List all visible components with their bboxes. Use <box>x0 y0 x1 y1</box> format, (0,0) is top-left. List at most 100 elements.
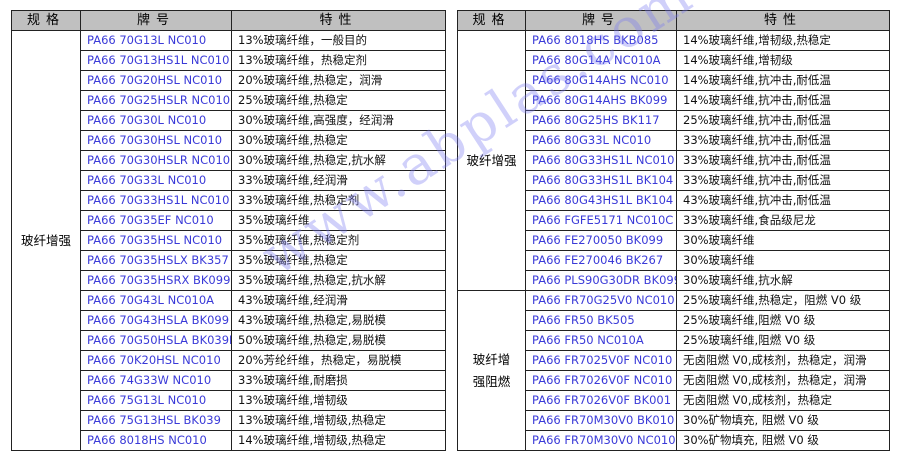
table-row: PA66 70G35EF NC010 35%玻璃纤维 <box>12 210 446 231</box>
table-row: PA66 70G30HSLR NC010 30%玻璃纤维,热稳定,抗水解 <box>12 150 446 171</box>
table-row: PA66 PLS90G30DR BK099 30%玻璃纤维,抗水解 <box>458 270 890 291</box>
table-row: PA66 70G35HSL NC010 35%玻璃纤维,热稳定剂 <box>12 230 446 251</box>
property-cell: 30%矿物填充, 阻燃 V0 级 <box>676 410 890 431</box>
grade-cell: PA66 FR7025V0F NC010 <box>525 350 677 371</box>
grade-cell: PA66 FR70M30V0 NC010 <box>525 430 677 451</box>
grade-cell: PA66 80G33L NC010 <box>525 130 677 151</box>
property-cell: 20%芳纶纤维，热稳定，易脱模 <box>231 350 446 371</box>
header-spec: 规格 <box>457 10 526 31</box>
grade-cell: PA66 FR50 NC010A <box>525 330 677 351</box>
header-row: 规格 牌号 特性 <box>11 10 446 31</box>
property-cell: 20%玻璃纤维,热稳定，润滑 <box>231 70 446 91</box>
property-cell: 14%玻璃纤维,增韧级 <box>676 50 890 71</box>
grade-cell: PA66 80G33HS1L NC010 <box>525 150 677 171</box>
property-cell: 30%玻璃纤维,抗水解 <box>676 270 890 291</box>
table-row: PA66 70G25HSLR NC010 25%玻璃纤维,热稳定 <box>12 90 446 111</box>
grade-cell: PA66 70G43HSLA BK099 <box>80 310 232 331</box>
grade-cell: PA66 70G35EF NC010 <box>80 210 232 231</box>
property-cell: 13%玻璃纤维，热稳定剂 <box>231 50 446 71</box>
table-row: PA66 80G33L NC010 33%玻璃纤维,抗冲击,耐低温 <box>458 130 890 151</box>
grade-cell: PA66 FR70G25V0 NC010 <box>525 290 677 311</box>
grade-cell: PA66 FR50 BK505 <box>525 310 677 331</box>
table-row: PA66 FGFE5171 NC010C 33%玻璃纤维,食品级尼龙 <box>458 210 890 231</box>
grade-cell: PA66 FR7026V0F BK001 <box>525 390 677 411</box>
table-row: 玻纤增强 PA66 8018HS BKB085 14%玻璃纤维,增韧级,热稳定 <box>457 30 890 291</box>
grade-cell: PA66 PLS90G30DR BK099 <box>525 270 677 291</box>
header-grade: 牌号 <box>80 10 232 31</box>
property-cell: 35%玻璃纤维 <box>231 210 446 231</box>
property-cell: 25%玻璃纤维,阻燃 V0 级 <box>676 330 890 351</box>
grade-cell: PA66 70G33HS1L NC010 <box>80 190 232 211</box>
property-cell: 25%玻璃纤维,热稳定 <box>231 90 446 111</box>
header-property: 特性 <box>231 10 446 31</box>
property-cell: 33%玻璃纤维,热稳定剂 <box>231 190 446 211</box>
property-cell: 35%玻璃纤维,热稳定剂 <box>231 230 446 251</box>
header-spec: 规格 <box>11 10 81 31</box>
table-row: PA66 8018HS NC010 14%玻璃纤维,增韧级,热稳定 <box>12 430 446 451</box>
property-cell: 35%玻璃纤维,热稳定 <box>231 250 446 271</box>
property-cell: 无卤阻燃 V0,成核剂，热稳定，润滑 <box>676 370 890 391</box>
table-row: 玻纤增强阻燃 PA66 FR70G25V0 NC010 25%玻璃纤维,热稳定，阻燃… <box>457 290 890 451</box>
grade-cell: PA66 70G30HSL NC010 <box>80 130 232 151</box>
table-row: PA66 FR7026V0F NC010 无卤阻燃 V0,成核剂，热稳定，润滑 <box>458 370 890 391</box>
grade-cell: PA66 70G50HSLA BK039B <box>80 330 232 351</box>
table-row: PA66 74G33W NC010 33%玻璃纤维,耐磨损 <box>12 370 446 391</box>
table-row: PA66 FE270050 BK099 30%玻璃纤维 <box>458 230 890 251</box>
table-row: PA66 80G14AHS BK099 14%玻璃纤维,抗冲击,耐低温 <box>458 90 890 111</box>
grade-cell: PA66 75G13HSL BK039 <box>80 410 232 431</box>
left-spec-table: 规格 牌号 特性 玻纤增强 PA66 70G13L NC010 13%玻璃纤维，一般… <box>11 10 446 451</box>
property-cell: 14%玻璃纤维,增韧级,热稳定 <box>676 30 890 51</box>
spec-group-cell: 玻纤增强 <box>457 30 526 291</box>
table-row: PA66 80G25HS BK117 25%玻璃纤维,抗冲击,耐低温 <box>458 110 890 131</box>
property-cell: 35%玻璃纤维,热稳定,抗水解 <box>231 270 446 291</box>
property-cell: 33%玻璃纤维,抗冲击,耐低温 <box>676 130 890 151</box>
table-row: PA66 70G35HSLX BK357 35%玻璃纤维,热稳定 <box>12 250 446 271</box>
grade-cell: PA66 70G30L NC010 <box>80 110 232 131</box>
property-cell: 33%玻璃纤维,经润滑 <box>231 170 446 191</box>
property-cell: 33%玻璃纤维,食品级尼龙 <box>676 210 890 231</box>
property-cell: 无卤阻燃 V0,成核剂，热稳定，润滑 <box>676 350 890 371</box>
property-cell: 13%玻璃纤维，一般目的 <box>231 30 446 51</box>
property-cell: 50%玻璃纤维,热稳定,易脱模 <box>231 330 446 351</box>
property-cell: 33%玻璃纤维,耐磨损 <box>231 370 446 391</box>
grade-cell: PA66 70G35HSRX BK099 <box>80 270 232 291</box>
property-cell: 14%玻璃纤维,增韧级,热稳定 <box>231 430 446 451</box>
grade-cell: PA66 80G33HS1L BK104 <box>525 170 677 191</box>
table-row: PA66 70G30HSL NC010 30%玻璃纤维,热稳定 <box>12 130 446 151</box>
table-row: PA66 70G43L NC010A 43%玻璃纤维,经润滑 <box>12 290 446 311</box>
property-cell: 43%玻璃纤维,热稳定,易脱模 <box>231 310 446 331</box>
property-cell: 13%玻璃纤维,增韧级 <box>231 390 446 411</box>
grade-cell: PA66 FR70M30V0 BK010 <box>525 410 677 431</box>
table-row: PA66 80G33HS1L BK104 33%玻璃纤维,抗冲击,耐低温 <box>458 170 890 191</box>
header-property: 特性 <box>676 10 890 31</box>
table-row: 玻纤增强 PA66 70G13L NC010 13%玻璃纤维，一般目的 <box>11 30 446 451</box>
grade-cell: PA66 70G33L NC010 <box>80 170 232 191</box>
grade-cell: PA66 80G14AHS NC010 <box>525 70 677 91</box>
grade-cell: PA66 70G35HSLX BK357 <box>80 250 232 271</box>
grade-cell: PA66 75G13L NC010 <box>80 390 232 411</box>
property-cell: 33%玻璃纤维,抗冲击,耐低温 <box>676 150 890 171</box>
grade-cell: PA66 FGFE5171 NC010C <box>525 210 677 231</box>
grade-cell: PA66 74G33W NC010 <box>80 370 232 391</box>
property-cell: 30%玻璃纤维 <box>676 250 890 271</box>
header-grade: 牌号 <box>525 10 677 31</box>
property-cell: 25%玻璃纤维,热稳定，阻燃 V0 级 <box>676 290 890 311</box>
table-row: PA66 70G33L NC010 33%玻璃纤维,经润滑 <box>12 170 446 191</box>
property-cell: 25%玻璃纤维,阻燃 V0 级 <box>676 310 890 331</box>
property-cell: 无卤阻燃 V0,成核剂，热稳定 <box>676 390 890 411</box>
grade-cell: PA66 8018HS BKB085 <box>525 30 677 51</box>
table-row: PA66 80G14AHS NC010 14%玻璃纤维,抗冲击,耐低温 <box>458 70 890 91</box>
property-cell: 43%玻璃纤维,经润滑 <box>231 290 446 311</box>
table-row: PA66 75G13L NC010 13%玻璃纤维,增韧级 <box>12 390 446 411</box>
grade-cell: PA66 80G25HS BK117 <box>525 110 677 131</box>
property-cell: 30%玻璃纤维 <box>676 230 890 251</box>
property-cell: 43%玻璃纤维,抗冲击,耐低温 <box>676 190 890 211</box>
grade-cell: PA66 70G13L NC010 <box>80 30 232 51</box>
table-row: PA66 80G43HS1L BK104 43%玻璃纤维,抗冲击,耐低温 <box>458 190 890 211</box>
spec-group-cell: 玻纤增强 <box>11 30 81 451</box>
property-cell: 14%玻璃纤维,抗冲击,耐低温 <box>676 90 890 111</box>
grade-cell: PA66 80G14AHS BK099 <box>525 90 677 111</box>
property-cell: 14%玻璃纤维,抗冲击,耐低温 <box>676 70 890 91</box>
grade-cell: PA66 70G13HS1L NC010 <box>80 50 232 71</box>
grade-cell: PA66 FE270046 BK267 <box>525 250 677 271</box>
